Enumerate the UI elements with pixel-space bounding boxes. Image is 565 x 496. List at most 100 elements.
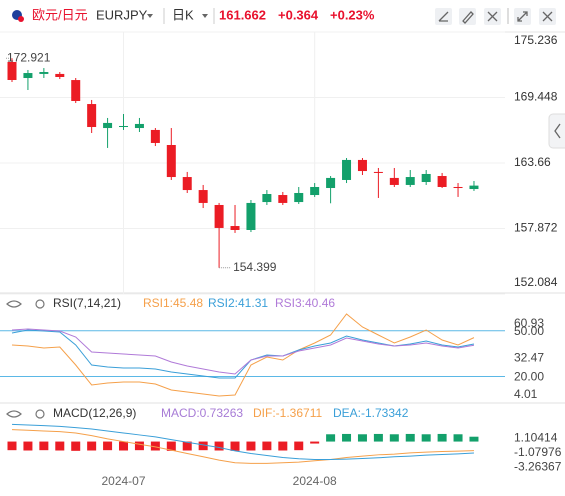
symbol-name[interactable]: 欧元/日元	[32, 7, 88, 22]
y-tick-label: -1.07976	[514, 445, 562, 459]
side-tab-arrow	[554, 123, 561, 139]
macd-bar	[357, 434, 367, 442]
y-tick-label: 169.448	[514, 90, 558, 104]
candle-body	[214, 204, 224, 228]
macd-bar	[342, 433, 352, 442]
y-tick-label: 175.236	[514, 33, 558, 47]
macd-bar	[23, 441, 33, 451]
y-tick-label: 4.01	[514, 387, 538, 401]
macd-bar	[246, 441, 256, 451]
symbol-code[interactable]: EURJPY	[96, 7, 148, 22]
candle-body	[453, 186, 463, 189]
candle-body	[166, 145, 176, 178]
edit-icon	[462, 11, 474, 24]
indicator-title: MACD(12,26,9)	[53, 406, 136, 420]
macd-bar	[453, 434, 463, 442]
change-pct: +0.23%	[330, 7, 375, 22]
legend-entry: RSI3:40.46	[275, 296, 335, 310]
dropdown-arrow[interactable]	[202, 14, 208, 18]
candle-body	[55, 73, 65, 77]
candle-body	[294, 192, 304, 203]
candle-body	[7, 62, 17, 80]
macd-bar	[39, 441, 49, 451]
candle-body	[150, 129, 160, 143]
candle-body	[246, 202, 256, 230]
macd-bar	[405, 433, 415, 442]
macd-bar	[71, 441, 81, 451]
change: +0.364	[278, 7, 319, 22]
gear-icon[interactable]	[35, 299, 45, 309]
macd-bar	[55, 441, 65, 451]
macd-bar	[198, 441, 208, 451]
candle-body	[357, 159, 367, 172]
macd-bar	[278, 441, 288, 451]
macd-bar	[437, 433, 447, 442]
macd-bar	[326, 434, 336, 442]
eye-icon[interactable]	[6, 300, 22, 308]
macd-bar	[134, 441, 144, 451]
y-tick-label: 60.93	[514, 316, 544, 330]
candle-body	[103, 122, 113, 129]
macd-bar	[230, 441, 240, 451]
y-tick-label: 163.66	[514, 155, 551, 169]
macd-bar	[262, 441, 272, 451]
y-tick-label: -3.26367	[514, 459, 562, 473]
draw-icon	[438, 11, 449, 22]
legend-entry: RSI1:45.48	[143, 296, 203, 310]
gear-icon[interactable]	[35, 409, 45, 419]
legend-entry: RSI2:41.31	[208, 296, 268, 310]
dropdown-arrow[interactable]	[147, 14, 153, 18]
high-annotation: 172.921	[7, 50, 51, 64]
candle-body	[278, 195, 288, 203]
candle-body	[326, 177, 336, 189]
macd-bar	[294, 441, 304, 451]
expand-icon	[517, 11, 528, 22]
candle-body	[182, 177, 192, 191]
legend-entry: DEA:-1.73342	[333, 406, 409, 420]
y-tick-label: 20.00	[514, 370, 544, 384]
close-icon	[542, 11, 553, 22]
candle-body	[71, 80, 81, 101]
indicator-title: RSI(7,14,21)	[53, 296, 121, 310]
macd-bar	[166, 441, 176, 451]
candle-body	[198, 190, 208, 203]
x-tick-label: 2024-08	[293, 474, 337, 488]
candle-body	[134, 123, 144, 129]
side-tab[interactable]	[548, 113, 565, 149]
candle-body	[405, 177, 415, 185]
macd-bar	[103, 441, 113, 451]
candle-body	[342, 159, 352, 180]
macd-bar	[182, 441, 192, 451]
macd-bar	[7, 441, 17, 451]
low-annotation: 154.399	[233, 260, 277, 274]
y-tick-label: 1.10414	[514, 430, 558, 444]
macd-bar	[119, 441, 129, 451]
candle-body	[373, 171, 383, 173]
macd-bar	[150, 441, 160, 451]
macd-bar	[310, 441, 320, 444]
tools-icon	[487, 11, 498, 22]
macd-bar	[389, 434, 399, 442]
rsi-line	[11, 328, 475, 375]
candle-body	[87, 104, 97, 128]
candle-body	[310, 186, 320, 196]
y-tick-label: 50.00	[514, 324, 544, 338]
candle-body	[437, 176, 447, 187]
logo	[18, 16, 24, 22]
eye-icon[interactable]	[6, 410, 22, 418]
y-tick-label: 152.084	[514, 275, 558, 289]
legend-entry: MACD:0.73263	[161, 406, 243, 420]
macd-line	[11, 423, 474, 460]
y-tick-label: 157.872	[514, 221, 558, 235]
candle-body	[389, 177, 399, 185]
period[interactable]: 日K	[172, 7, 194, 22]
candle-body	[39, 72, 49, 74]
candle-body	[23, 73, 33, 79]
price: 161.662	[219, 7, 266, 22]
rsi-line	[11, 329, 475, 379]
candle-body	[469, 185, 479, 190]
macd-bar	[421, 434, 431, 442]
macd-bar	[87, 441, 97, 451]
macd-bar	[469, 436, 479, 442]
candle-body	[119, 125, 129, 128]
